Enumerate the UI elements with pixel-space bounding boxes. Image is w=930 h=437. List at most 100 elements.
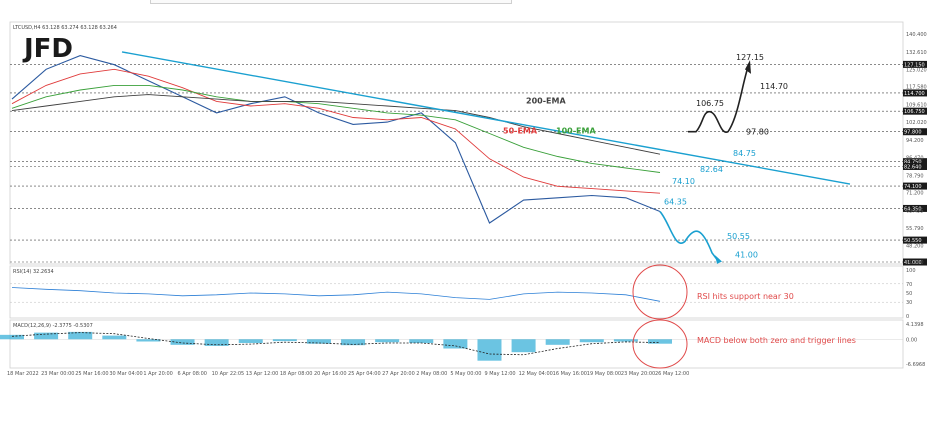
x-tick-label: 12 May 04:00 — [519, 371, 553, 377]
price-tick-label: 55.790 — [906, 226, 924, 232]
rsi-line — [11, 287, 661, 302]
rsi-tick-label: 30 — [906, 300, 912, 306]
price-tick-label: 132.610 — [906, 50, 927, 56]
rsi-tick-label: 0 — [906, 314, 909, 320]
bearish-projection — [659, 211, 719, 262]
x-tick-label: 9 May 12:00 — [484, 371, 515, 377]
x-tick-label: 6 Apr 08:00 — [178, 371, 207, 377]
rsi-tick-label: 100 — [906, 268, 916, 274]
x-tick-label: 5 May 00:00 — [450, 371, 481, 377]
macd-histogram-bar — [136, 339, 161, 342]
level-label: 82.640 — [904, 164, 922, 170]
macd-histogram-bar — [68, 331, 93, 340]
level-label-box — [903, 89, 927, 97]
x-tick-label: 10 Apr 22:05 — [212, 371, 245, 377]
macd-histogram-bar — [511, 339, 536, 353]
x-tick-label: 16 May 16:00 — [553, 371, 587, 377]
downtrend-line — [121, 51, 851, 185]
price-tick-label: 86.470 — [906, 156, 924, 162]
price-tick-label: 109.610 — [906, 103, 927, 109]
s50-label: 50.55 — [727, 232, 750, 241]
rsi-highlight-circle — [632, 264, 688, 320]
macd-signal-line — [11, 332, 661, 356]
series-line-ltcusd — [11, 55, 661, 224]
x-tick-label: 26 May 12:00 — [655, 371, 689, 377]
rsi-note: RSI hits support near 30 — [697, 292, 794, 301]
level-label-box — [903, 107, 927, 115]
price-tick-label: 71.200 — [906, 191, 924, 197]
level-label: 97.800 — [904, 130, 922, 136]
level-label: 114.700 — [904, 91, 925, 97]
level-label: 127.150 — [904, 62, 925, 68]
level-label-box — [903, 236, 927, 244]
symbol-line: LTCUSD,H4 63.128 63.274 63.128 63.264 — [13, 25, 117, 31]
level-label: 106.750 — [904, 109, 925, 115]
level-label-box — [903, 60, 927, 68]
rsi-title: RSI(14) 32.2634 — [13, 269, 54, 275]
level-label-box — [903, 182, 927, 190]
jfd-logo: JFD — [22, 34, 73, 64]
x-tick-label: 23 May 20:00 — [621, 371, 655, 377]
level-label-box — [903, 128, 927, 136]
price-tick-label: 102.020 — [906, 120, 927, 126]
level-label-box — [903, 158, 927, 166]
macd-highlight-circle — [632, 319, 688, 369]
x-tick-label: 1 Apr 20:00 — [143, 371, 172, 377]
series-line-50-ema — [11, 68, 661, 194]
bullish-arrowhead — [745, 60, 751, 74]
price-panel — [9, 21, 904, 265]
ema100-label: 100-EMA — [556, 127, 596, 136]
x-tick-label: 19 May 08:00 — [587, 371, 621, 377]
price-tick-label: 125.020 — [906, 67, 927, 73]
macd-histogram-bar — [272, 339, 297, 342]
s64-label: 64.35 — [664, 198, 687, 207]
up-s2-label: 97.80 — [746, 128, 769, 137]
macd-tick-label: 0.00 — [906, 337, 917, 343]
price-tick-label: 140.400 — [906, 32, 927, 38]
level-label: 50.550 — [904, 238, 922, 244]
macd-histogram-bar — [0, 334, 24, 340]
r84-label: 84.75 — [733, 149, 756, 158]
x-tick-label: 25 Apr 04:00 — [348, 371, 381, 377]
macd-histogram-bar — [613, 339, 638, 342]
series-line-200-ema — [11, 94, 661, 155]
macd-histogram-bar — [545, 339, 570, 345]
macd-histogram-bar — [375, 339, 400, 343]
level-label: 74.100 — [904, 184, 922, 190]
level-label-box — [903, 204, 927, 212]
macd-histogram-bar — [34, 332, 59, 340]
r82-label: 82.64 — [700, 165, 723, 174]
s41-label: 41.00 — [735, 250, 758, 259]
macd-tick-label: -6.6968 — [906, 362, 925, 368]
x-tick-label: 18 Mar 2022 — [7, 371, 39, 377]
price-tick-label: 117.580 — [906, 84, 927, 90]
macd-histogram-bar — [409, 339, 434, 343]
x-tick-label: 20 Apr 16:00 — [314, 371, 347, 377]
level-label: 64.350 — [904, 206, 922, 212]
macd-histogram-bar — [204, 339, 229, 346]
macd-histogram-bar — [477, 339, 502, 361]
level-label: 41.000 — [904, 260, 922, 266]
macd-histogram-bar — [443, 339, 468, 349]
macd-histogram-bar — [579, 339, 604, 343]
rsi-tick-label: 70 — [906, 282, 912, 288]
x-tick-label: 27 Apr 20:00 — [382, 371, 415, 377]
price-tick-label: 41.000 — [906, 260, 924, 266]
price-tick-label: 78.790 — [906, 173, 924, 179]
up-r1-label: 114.70 — [760, 82, 788, 91]
bearish-arrowhead — [715, 255, 722, 264]
macd-panel — [9, 319, 904, 369]
macd-tick-label: 4.1398 — [906, 322, 924, 328]
level-label-box — [903, 162, 927, 170]
macd-note: MACD below both zero and trigger lines — [697, 336, 856, 345]
x-tick-label: 18 Apr 08:00 — [280, 371, 313, 377]
ema50-label: 50-EMA — [503, 127, 538, 136]
up-target-label: 127.15 — [736, 53, 764, 62]
x-tick-label: 23 Mar 00:00 — [41, 371, 74, 377]
ema200-label: 200-EMA — [526, 97, 566, 106]
rsi-panel — [9, 265, 904, 319]
x-tick-label: 30 Mar 04:00 — [109, 371, 142, 377]
macd-histogram-bar — [648, 339, 672, 344]
